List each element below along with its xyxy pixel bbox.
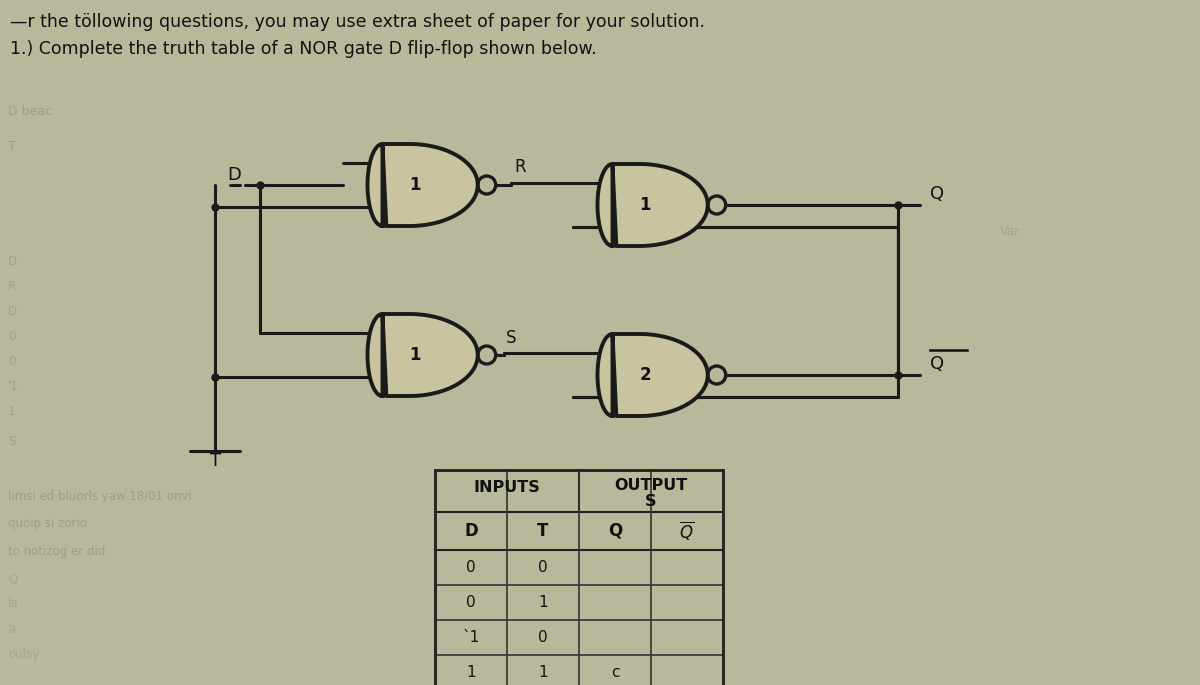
Text: 1: 1 — [538, 665, 548, 680]
Polygon shape — [598, 334, 708, 416]
Polygon shape — [367, 314, 478, 396]
Text: 1: 1 — [409, 346, 421, 364]
Text: 0: 0 — [8, 355, 16, 368]
Text: 0: 0 — [8, 330, 16, 343]
Text: S: S — [8, 435, 16, 448]
Text: c: c — [611, 665, 619, 680]
Text: 1: 1 — [538, 595, 548, 610]
Text: limsi ed bluorls yaw 18/01 onvi: limsi ed bluorls yaw 18/01 onvi — [8, 490, 192, 503]
Text: a: a — [8, 623, 16, 636]
Text: Q: Q — [930, 185, 944, 203]
Text: 0: 0 — [466, 595, 476, 610]
Text: D: D — [227, 166, 241, 184]
Text: `1: `1 — [462, 630, 480, 645]
Text: '1: '1 — [8, 380, 19, 393]
Text: R: R — [8, 280, 16, 293]
Text: quoip si zorio: quoip si zorio — [8, 517, 86, 530]
Text: 1: 1 — [640, 196, 650, 214]
Text: D: D — [464, 522, 478, 540]
Text: to notizog er did: to notizog er did — [8, 545, 106, 558]
Text: la: la — [8, 597, 19, 610]
Text: —r the töllowing questions, you may use extra sheet of paper for your solution.: —r the töllowing questions, you may use … — [10, 13, 706, 31]
Text: T: T — [210, 452, 221, 470]
Text: D: D — [8, 255, 17, 268]
Text: 0: 0 — [538, 630, 548, 645]
Text: D beac: D beac — [8, 105, 52, 118]
Text: R: R — [515, 158, 527, 176]
Text: Q: Q — [8, 572, 17, 585]
Text: S: S — [646, 493, 656, 508]
Text: Q: Q — [930, 355, 944, 373]
Text: INPUTS: INPUTS — [474, 479, 540, 495]
Bar — [434, 470, 722, 685]
Text: oulsy: oulsy — [8, 648, 40, 661]
Text: 0: 0 — [538, 560, 548, 575]
Polygon shape — [367, 144, 478, 226]
Text: 1: 1 — [8, 405, 16, 418]
Text: 2: 2 — [640, 366, 650, 384]
Text: 1: 1 — [466, 665, 476, 680]
Text: T: T — [538, 522, 548, 540]
Text: 0: 0 — [466, 560, 476, 575]
Text: Q: Q — [608, 522, 622, 540]
Polygon shape — [598, 164, 708, 246]
Text: 1.) Complete the truth table of a NOR gate D flip-flop shown below.: 1.) Complete the truth table of a NOR ga… — [10, 40, 596, 58]
Text: D: D — [8, 305, 17, 318]
Text: $\overline{Q}$: $\overline{Q}$ — [679, 519, 695, 543]
Text: Var: Var — [1000, 225, 1020, 238]
Text: OUTPUT: OUTPUT — [614, 477, 688, 493]
Text: S: S — [505, 329, 516, 347]
Text: T: T — [8, 140, 16, 153]
Text: 1: 1 — [409, 176, 421, 194]
